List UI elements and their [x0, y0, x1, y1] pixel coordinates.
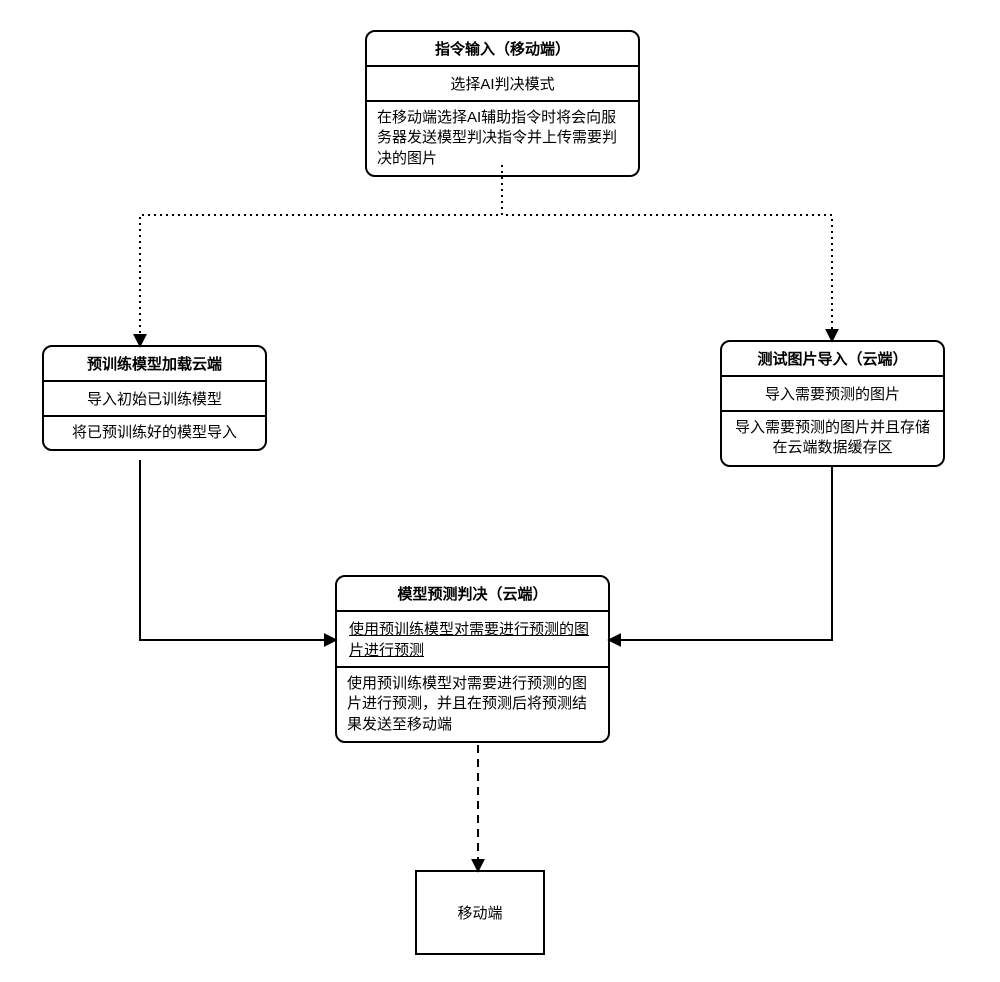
node-predict-cloud: 模型预测判决（云端） 使用预训练模型对需要进行预测的图片进行预测 使用预训练模型… — [335, 575, 610, 743]
edge — [140, 460, 335, 640]
node-mobile: 移动端 — [415, 870, 545, 955]
node-desc: 在移动端选择AI辅助指令时将会向服务器发送模型判决指令并上传需要判决的图片 — [367, 102, 638, 175]
node-desc: 使用预训练模型对需要进行预测的图片进行预测，并且在预测后将预测结果发送至移动端 — [337, 668, 608, 741]
node-desc: 导入需要预测的图片并且存储在云端数据缓存区 — [722, 412, 943, 465]
node-sub: 导入需要预测的图片 — [722, 377, 943, 412]
edge — [610, 465, 832, 640]
node-title: 测试图片导入（云端） — [722, 342, 943, 377]
node-test-image-cloud: 测试图片导入（云端） 导入需要预测的图片 导入需要预测的图片并且存储在云端数据缓… — [720, 340, 945, 467]
node-sub: 使用预训练模型对需要进行预测的图片进行预测 — [337, 612, 608, 668]
node-sub: 导入初始已训练模型 — [44, 382, 265, 417]
node-sub: 选择AI判决模式 — [367, 67, 638, 102]
node-desc: 将已预训练好的模型导入 — [44, 417, 265, 449]
node-pretrain-cloud: 预训练模型加载云端 导入初始已训练模型 将已预训练好的模型导入 — [42, 345, 267, 451]
node-title: 模型预测判决（云端） — [337, 577, 608, 612]
node-input-mobile: 指令输入（移动端） 选择AI判决模式 在移动端选择AI辅助指令时将会向服务器发送… — [365, 30, 640, 177]
node-title: 预训练模型加载云端 — [44, 347, 265, 382]
edge — [502, 165, 832, 340]
node-title: 指令输入（移动端） — [367, 32, 638, 67]
node-label: 移动端 — [457, 902, 502, 923]
edge — [140, 165, 502, 345]
